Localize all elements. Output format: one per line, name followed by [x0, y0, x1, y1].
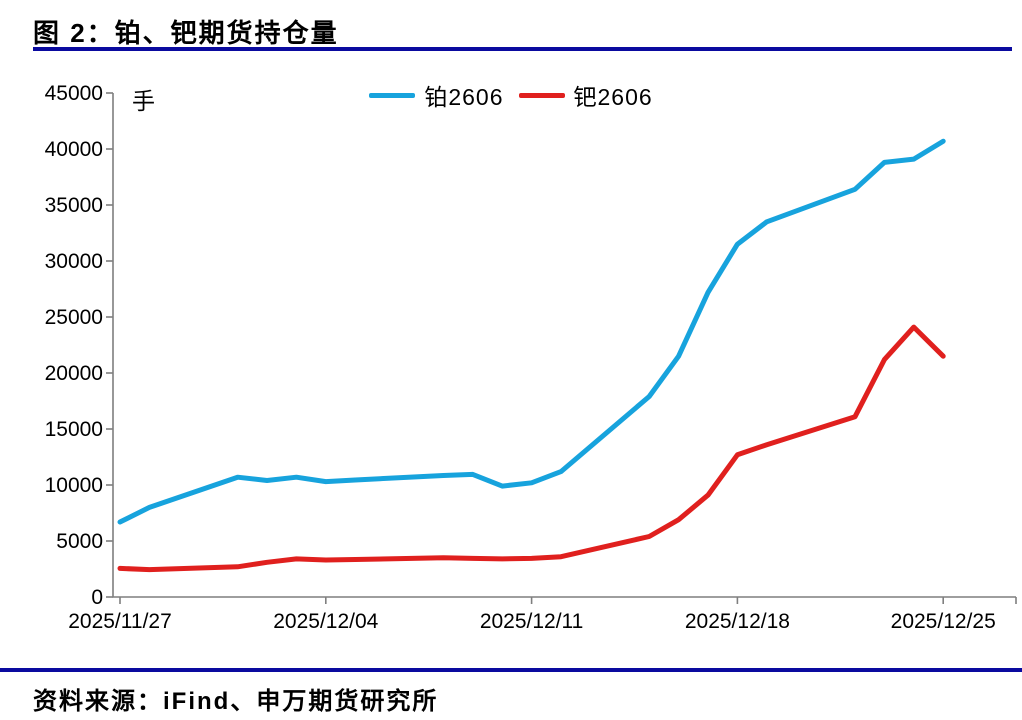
- source-rule: [0, 668, 1022, 672]
- x-tick-label: 2025/12/04: [273, 610, 378, 633]
- chart-canvas: 0 5000 10000 15000 20000 25000 30000 35000 40000…: [45, 82, 1017, 633]
- legend-label: 铂2606: [424, 84, 504, 110]
- figure-title: 图 2：铂、钯期货持仓量: [33, 18, 339, 48]
- x-tick-label: 2025/12/25: [891, 610, 996, 633]
- y-tick-label: 45000: [45, 82, 103, 105]
- legend-label: 钯2606: [573, 84, 653, 110]
- legend-item-palladium: 钯2606: [518, 78, 653, 112]
- legend-swatch: [369, 92, 416, 98]
- y-tick-label: 15000: [45, 418, 103, 441]
- x-tick-label: 2025/12/11: [480, 610, 584, 633]
- legend-item-platinum: 铂2606: [369, 78, 503, 112]
- y-tick-label: 10000: [45, 474, 103, 497]
- x-tick-label: 2025/12/18: [685, 610, 790, 633]
- series-line-0: [117, 138, 946, 525]
- legend-swatch: [518, 92, 565, 98]
- y-tick-label: 40000: [45, 138, 103, 161]
- source-text: 资料来源：iFind、申万期货研究所: [33, 688, 439, 715]
- y-axis-unit-label: 手: [132, 88, 155, 114]
- chart-legend: 铂2606 钯2606: [0, 82, 1022, 110]
- y-tick-label: 35000: [45, 194, 103, 217]
- y-tick-label: 25000: [45, 306, 103, 329]
- title-rule: [33, 47, 1012, 51]
- y-tick-label: 5000: [56, 530, 103, 553]
- y-tick-label: 30000: [45, 250, 103, 273]
- y-tick-label: 0: [91, 586, 103, 609]
- series-line-1: [117, 324, 946, 573]
- x-tick-label: 2025/11/27: [68, 610, 172, 633]
- y-tick-label: 20000: [45, 362, 103, 385]
